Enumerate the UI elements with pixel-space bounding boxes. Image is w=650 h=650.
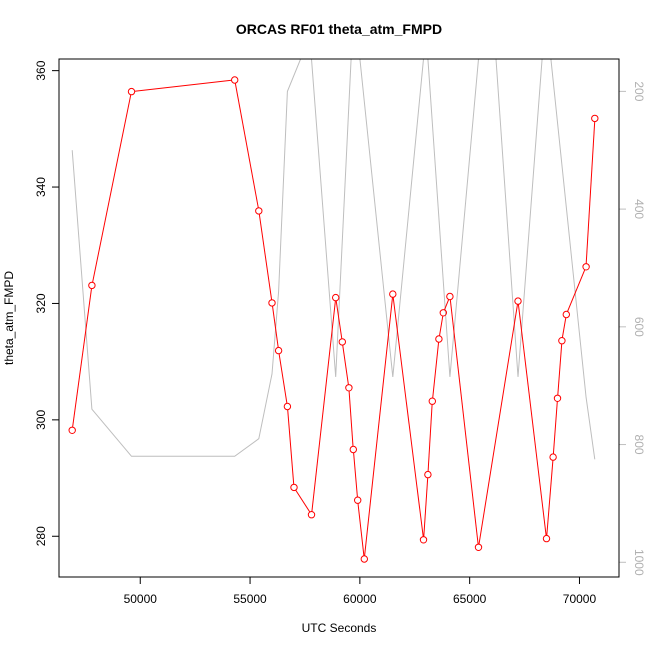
- series-segment-primary: [342, 344, 349, 385]
- data-point: [562, 310, 570, 319]
- x-tick-label: 55000: [233, 592, 267, 606]
- series-segment-primary: [278, 353, 288, 404]
- plot-frame: [58, 58, 620, 578]
- data-point: [274, 346, 283, 355]
- series-segment-primary: [427, 404, 433, 472]
- series-segment-primary: [478, 304, 518, 545]
- series-segment-primary: [561, 317, 567, 338]
- series-segment-primary: [444, 299, 450, 310]
- y-tick-label: 280: [34, 526, 48, 546]
- data-point: [419, 536, 428, 544]
- series-segment-primary: [567, 269, 586, 312]
- data-point: [435, 335, 443, 343]
- series-segment-primary: [287, 409, 295, 485]
- data-point: [360, 555, 368, 563]
- data-point: [591, 114, 599, 123]
- data-point: [542, 534, 551, 543]
- y-axis-label: theta_atm_FMPD: [2, 271, 16, 365]
- series-segment-primary: [439, 315, 444, 336]
- series-segment-primary: [392, 297, 424, 537]
- series-segment-primary: [258, 214, 273, 300]
- series-segment-primary: [134, 79, 232, 92]
- data-point: [88, 281, 96, 290]
- data-point: [68, 426, 76, 434]
- series-segment-primary: [234, 83, 259, 208]
- data-point: [446, 292, 454, 301]
- series-segment-primary: [92, 94, 132, 283]
- data-point: [307, 511, 316, 519]
- data-point: [345, 384, 353, 392]
- data-point: [439, 309, 447, 317]
- series-segment-primary: [517, 304, 547, 536]
- y-tick-label: 340: [34, 177, 48, 197]
- data-point: [514, 297, 522, 305]
- data-point: [127, 87, 136, 96]
- data-point: [290, 483, 298, 492]
- data-point: [428, 397, 436, 405]
- series-secondary: [71, 59, 596, 460]
- data-point: [332, 293, 340, 302]
- series-segment-primary: [357, 503, 365, 556]
- series-segment-primary: [585, 121, 596, 264]
- data-point: [553, 394, 562, 402]
- y-tick-label: 360: [34, 60, 48, 80]
- data-point: [474, 543, 483, 551]
- axes: 50000 55000 60000 65000 70000 280 300 320 340 360…: [34, 60, 646, 606]
- y2-tick-label: 200: [632, 81, 646, 101]
- data-point: [231, 76, 239, 84]
- series-segment-primary: [432, 342, 440, 399]
- series-segment-primary: [311, 300, 336, 512]
- data-point: [389, 290, 397, 298]
- data-point: [349, 445, 357, 454]
- x-axis-label: UTC Seconds: [302, 621, 377, 635]
- series-segment-primary: [423, 477, 429, 537]
- data-point: [549, 453, 557, 461]
- series-segment-primary: [348, 390, 354, 447]
- data-point: [582, 263, 590, 271]
- y2-tick-label: 800: [632, 435, 646, 455]
- y-tick-label: 300: [34, 410, 48, 430]
- series-segment-primary: [557, 343, 563, 396]
- series-segment-primary: [546, 460, 554, 536]
- x-tick-label: 70000: [563, 592, 597, 606]
- y2-tick-label: 1000: [632, 549, 646, 576]
- series-segment-primary: [449, 299, 479, 545]
- y2-tick-label: 400: [632, 199, 646, 219]
- x-tick-label: 50000: [124, 592, 158, 606]
- series-primary: [68, 76, 599, 563]
- y-tick-label: 320: [34, 293, 48, 313]
- data-point: [255, 207, 263, 215]
- chart-title: ORCAS RF01 theta_atm_FMPD: [236, 21, 442, 37]
- data-point: [354, 496, 362, 504]
- data-point: [424, 470, 432, 479]
- series-segment-primary: [72, 288, 92, 428]
- series-segment-primary: [272, 305, 279, 348]
- data-point: [338, 338, 346, 346]
- series-segment-primary: [364, 297, 393, 556]
- series-segment-primary: [552, 401, 558, 454]
- x-tick-label: 60000: [343, 592, 377, 606]
- series-segment-primary: [295, 489, 311, 513]
- series-segment-primary: [353, 452, 358, 498]
- series-segment-primary: [335, 300, 343, 339]
- y2-tick-label: 600: [632, 317, 646, 337]
- x-tick-label: 65000: [453, 592, 487, 606]
- data-point: [268, 299, 276, 307]
- series-line-secondary: [71, 59, 596, 460]
- data-point: [283, 402, 292, 411]
- data-point: [558, 337, 566, 345]
